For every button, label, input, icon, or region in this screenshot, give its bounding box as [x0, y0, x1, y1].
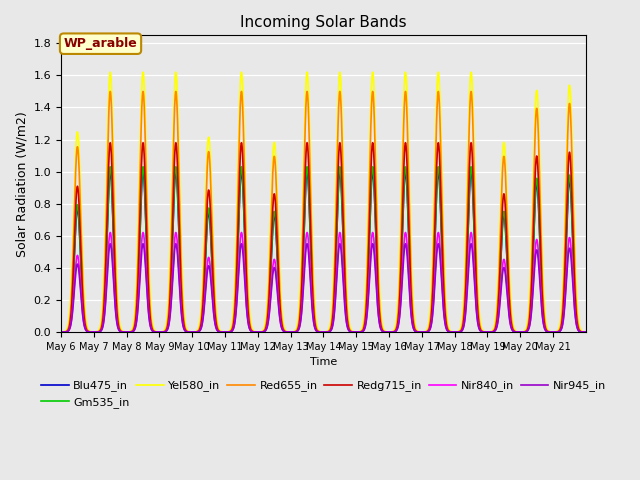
Blu475_in [259, 329, 267, 335]
Blu475_in [57, 329, 65, 335]
Red655_in [106, 89, 114, 95]
Redg715_in [378, 324, 385, 330]
Line: Nir840_in: Nir840_in [61, 232, 586, 332]
Yel580_in [378, 312, 385, 318]
Line: Gm535_in: Gm535_in [61, 167, 586, 332]
Blu475_in [582, 329, 589, 335]
Yel580_in [57, 329, 65, 335]
Gm535_in [57, 329, 65, 335]
Gm535_in [106, 164, 114, 170]
Redg715_in [363, 294, 371, 300]
Blu475_in [106, 169, 114, 175]
Nir945_in [106, 241, 114, 247]
Gm535_in [304, 169, 312, 175]
Blu475_in [378, 325, 385, 331]
Blu475_in [304, 174, 312, 180]
Yel580_in [76, 154, 83, 160]
Blu475_in [363, 300, 371, 305]
Red655_in [458, 326, 465, 332]
Legend: Blu475_in, Gm535_in, Yel580_in, Red655_in, Redg715_in, Nir840_in, Nir945_in: Blu475_in, Gm535_in, Yel580_in, Red655_i… [36, 376, 611, 412]
Blu475_in [458, 328, 465, 334]
Nir945_in [76, 272, 83, 278]
Red655_in [259, 329, 267, 335]
Nir945_in [458, 328, 465, 334]
Yel580_in [259, 328, 267, 334]
Gm535_in [582, 329, 589, 335]
Nir840_in [304, 233, 312, 239]
Line: Blu475_in: Blu475_in [61, 172, 586, 332]
Redg715_in [304, 146, 312, 152]
Title: Incoming Solar Bands: Incoming Solar Bands [240, 15, 407, 30]
Redg715_in [106, 140, 114, 145]
Red655_in [304, 96, 312, 102]
Nir840_in [57, 329, 65, 335]
Nir840_in [259, 329, 267, 335]
Nir945_in [57, 329, 65, 335]
Yel580_in [363, 255, 371, 261]
Text: WP_arable: WP_arable [63, 37, 138, 50]
Yel580_in [582, 329, 589, 335]
Nir840_in [106, 229, 114, 235]
Gm535_in [378, 325, 385, 331]
Nir840_in [363, 311, 371, 316]
Gm535_in [259, 329, 267, 335]
Gm535_in [363, 299, 371, 304]
Nir840_in [378, 326, 385, 332]
Line: Red655_in: Red655_in [61, 92, 586, 332]
Blu475_in [76, 226, 83, 231]
Nir945_in [304, 244, 312, 250]
Nir840_in [582, 329, 589, 335]
Yel580_in [106, 69, 114, 75]
Yel580_in [304, 76, 312, 82]
Redg715_in [76, 207, 83, 213]
Redg715_in [259, 329, 267, 335]
Nir840_in [76, 265, 83, 271]
Nir945_in [259, 329, 267, 335]
Red655_in [76, 171, 83, 177]
Nir840_in [458, 328, 465, 334]
Gm535_in [458, 328, 465, 334]
Gm535_in [76, 223, 83, 228]
Nir945_in [582, 329, 589, 335]
Nir945_in [363, 313, 371, 319]
Red655_in [378, 321, 385, 326]
Y-axis label: Solar Radiation (W/m2): Solar Radiation (W/m2) [15, 111, 28, 256]
Redg715_in [582, 329, 589, 335]
Red655_in [57, 329, 65, 335]
Redg715_in [458, 327, 465, 333]
Line: Yel580_in: Yel580_in [61, 72, 586, 332]
Line: Nir945_in: Nir945_in [61, 244, 586, 332]
Red655_in [363, 277, 371, 283]
Redg715_in [57, 329, 65, 335]
Yel580_in [458, 322, 465, 327]
Red655_in [582, 329, 589, 335]
X-axis label: Time: Time [310, 357, 337, 367]
Nir945_in [378, 327, 385, 333]
Line: Redg715_in: Redg715_in [61, 143, 586, 332]
